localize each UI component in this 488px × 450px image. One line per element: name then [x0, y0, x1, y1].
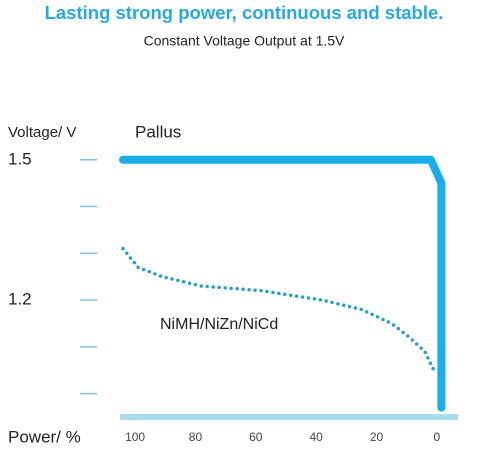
y-tick-label: 1.5: [8, 149, 32, 168]
x-tick-label: 80: [189, 430, 203, 444]
x-axis-label: Power/ %: [8, 427, 81, 446]
x-axis-bar: [120, 414, 458, 420]
x-tick-label: 100: [125, 430, 145, 444]
y-tick-label: 1.2: [8, 290, 32, 309]
y-axis-label: Voltage/ V: [8, 124, 76, 141]
x-tick-label: 40: [309, 430, 323, 444]
x-tick-label: 20: [370, 430, 384, 444]
series-line: [119, 155, 446, 412]
series-label: NiMH/NiZn/NiCd: [160, 316, 278, 333]
x-tick-label: 60: [249, 430, 263, 444]
series-label: Pallus: [135, 122, 181, 141]
x-tick-label: 0: [434, 430, 441, 444]
chart-subtitle: Constant Voltage Output at 1.5V: [144, 33, 345, 49]
series-line: [121, 246, 436, 372]
chart-title: Lasting strong power, continuous and sta…: [45, 2, 444, 23]
